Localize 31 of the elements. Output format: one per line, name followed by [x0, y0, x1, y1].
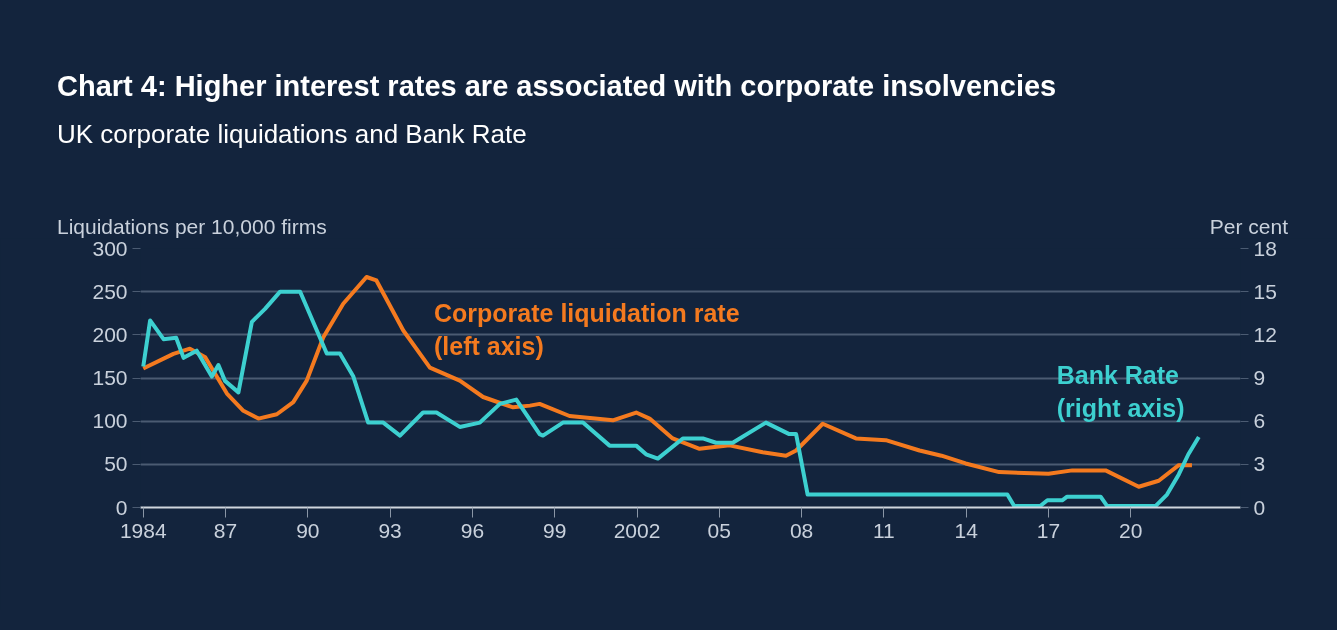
series-label: Bank Rate (right axis) [1056, 360, 1185, 423]
y-tick-label: 250 [92, 279, 128, 303]
x-tick-label: 05 [707, 518, 731, 542]
y-tick-label: 150 [92, 366, 128, 389]
chart-subtitle: UK corporate liquidations and Bank Rate [57, 118, 527, 151]
y-tick-label: 100 [92, 409, 128, 433]
x-tick-label: 93 [378, 518, 402, 542]
x-tick-label: 1984 [119, 518, 167, 542]
series-label: Corporate liquidation rate (left axis) [434, 298, 740, 361]
line-series [141, 274, 1194, 489]
y2-tick-label: 3 [1253, 452, 1266, 476]
x-tick-label: 99 [543, 518, 567, 542]
y-tick-label: 200 [92, 322, 128, 346]
chart-title: Chart 4: Higher interest rates are associated with corporate insolvencies [57, 69, 1057, 104]
x-tick-label: 20 [1119, 518, 1143, 542]
y2-tick-label: 12 [1253, 322, 1277, 346]
line-series [141, 289, 1201, 508]
x-tick-label: 14 [954, 518, 979, 542]
x-tick-label: 96 [460, 518, 485, 542]
x-tick-label: 90 [296, 518, 320, 542]
y-tick-label: 0 [115, 495, 128, 519]
y2-tick-label: 15 [1253, 279, 1277, 303]
x-tick-label: 08 [789, 518, 814, 542]
x-tick-label: 87 [213, 518, 238, 542]
y2-tick-label: 6 [1253, 409, 1266, 433]
y2-tick-label: 9 [1253, 366, 1266, 389]
x-tick-label: 2002 [613, 518, 661, 542]
y2-tick-label: 0 [1253, 495, 1266, 519]
y-tick-label: 50 [104, 452, 128, 476]
x-tick-label: 11 [872, 518, 895, 542]
x-tick-label: 17 [1036, 518, 1061, 542]
